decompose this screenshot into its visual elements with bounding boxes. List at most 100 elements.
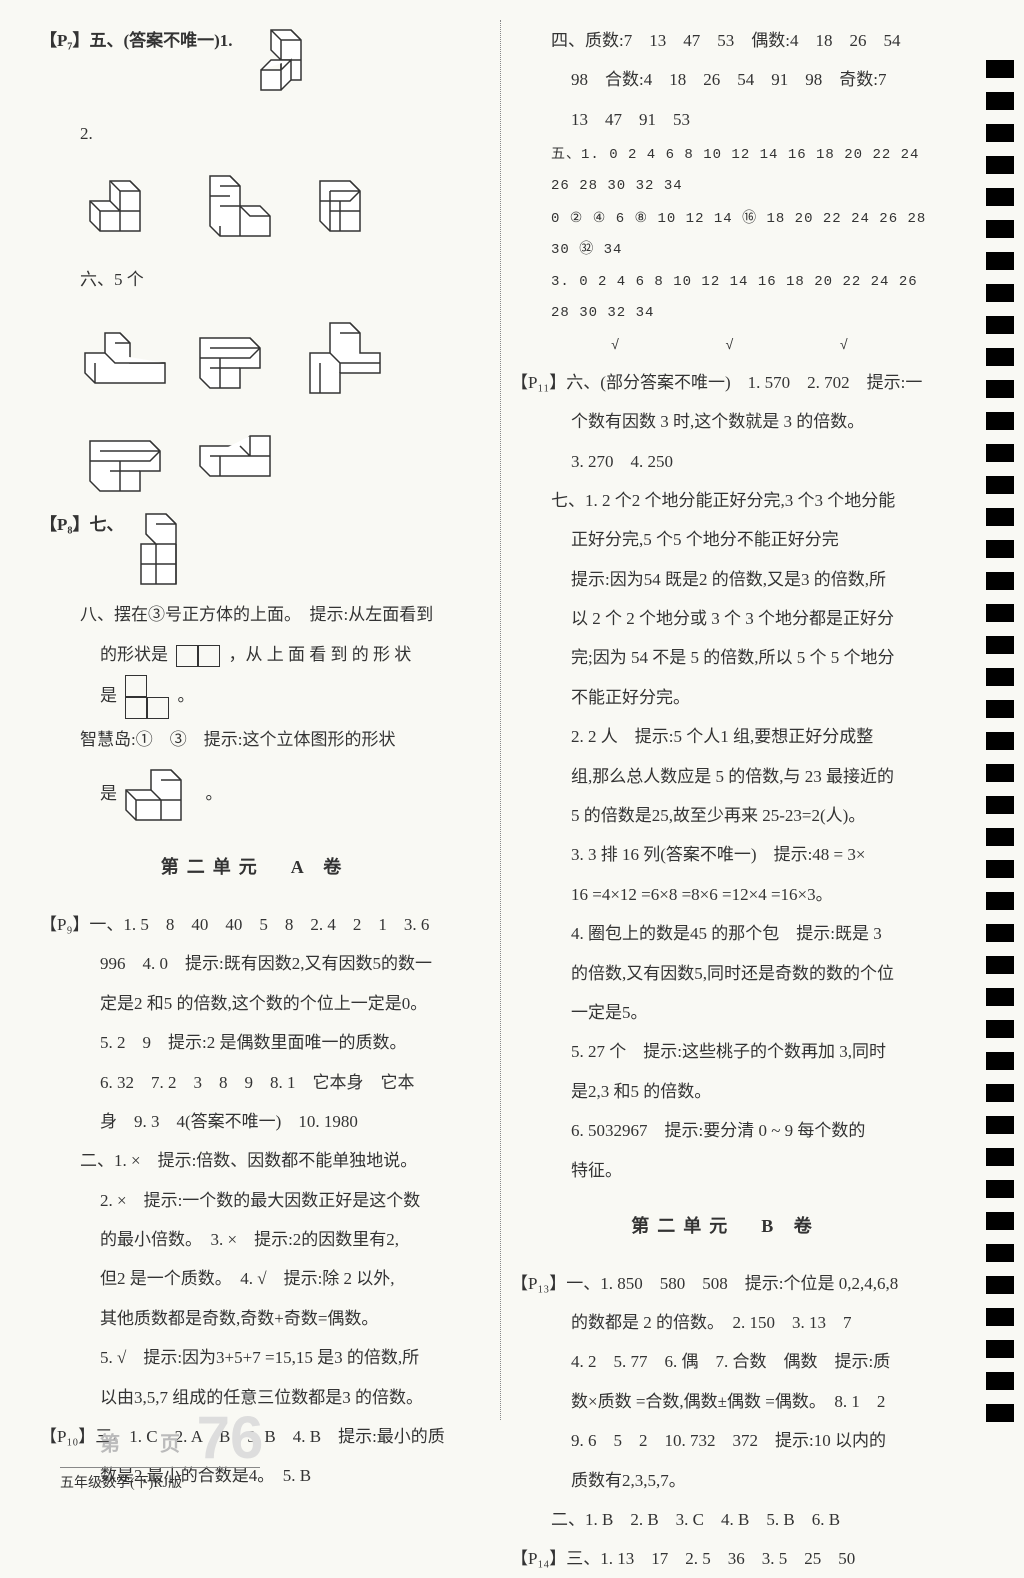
marker-icon: [986, 636, 1014, 654]
text-fragment: 是: [100, 686, 117, 705]
numberline-2: 0 ② ④ 6 ⑧ 10 12 14 ⑯ 18 20 22 24 26 28 3…: [551, 204, 940, 266]
wisdom-line2: 是 。: [40, 760, 470, 830]
cube-figure-icon: [80, 308, 170, 398]
cube-figure-icon: [190, 406, 280, 496]
marker-icon: [986, 284, 1014, 302]
qi-line: 16 =4×12 =6×8 =8×6 =12×4 =16×3。: [511, 876, 940, 913]
qi-line: 特征。: [511, 1152, 940, 1189]
marker-icon: [986, 540, 1014, 558]
marker-icon: [986, 380, 1014, 398]
p14-line: 【P₁₄】三、1. 13 17 2. 5 36 3. 5 25 50: [511, 1540, 940, 1577]
qi-line: 正好分完,5 个5 个地分不能正好分完: [511, 521, 940, 558]
numberline-3: 3. 0 2 4 6 8 10 12 14 16 18 20 22 24 26 …: [551, 267, 940, 329]
eight-text: 八、摆在③号正方体的上面。 提示:从左面看到: [40, 596, 470, 633]
p8-ref: 【P₈】七、: [40, 506, 123, 543]
p13-line: 数×质数 =合数,偶数±偶数 =偶数。 8. 1 2: [511, 1383, 940, 1420]
p9-er-line: 但2 是一个质数。 4. √ 提示:除 2 以外,: [40, 1260, 470, 1297]
qi-line: 是2,3 和5 的倍数。: [511, 1073, 940, 1110]
qi-line: 3. 3 排 16 列(答案不唯一) 提示:48 = 3×: [511, 836, 940, 873]
numberline-3b: √ √ √: [551, 331, 940, 362]
marker-icon: [986, 764, 1014, 782]
page-label-text: 第 页: [100, 1434, 180, 1456]
eight-line3: 是 。: [40, 675, 470, 719]
p9-er-line: 2. × 提示:一个数的最大因数正好是这个数: [40, 1182, 470, 1219]
qi-line: 不能正好分完。: [511, 679, 940, 716]
marker-icon: [986, 860, 1014, 878]
p9-line: 5. 2 9 提示:2 是偶数里面唯一的质数。: [40, 1024, 470, 1061]
qi-line: 4. 圈包上的数是45 的那个包 提示:既是 3: [511, 915, 940, 952]
text-fragment: ，从 上 面 看 到 的 形 状: [229, 645, 412, 664]
cube-row-2: [80, 308, 470, 398]
qi-line: 6. 5032967 提示:要分清 0 ~ 9 每个数的: [511, 1112, 940, 1149]
edge-markers: [986, 60, 1014, 1422]
p9-line: 996 4. 0 提示:既有因数2,又有因数5的数一: [40, 945, 470, 982]
p9-er-line: 其他质数都是奇数,奇数+奇数=偶数。: [40, 1300, 470, 1337]
si-line: 98 合数:4 18 26 54 91 98 奇数:7: [511, 61, 940, 98]
text-fragment: 的形状是: [100, 645, 168, 664]
unit-2b-title: 第二单元 B 卷: [511, 1207, 940, 1247]
cube-figure-icon: [190, 161, 280, 251]
qi-line: 5 的倍数是25,故至少再来 25-23=2(人)。: [511, 797, 940, 834]
cube-figure-icon: [300, 308, 390, 398]
qi-line: 2. 2 人 提示:5 个人1 组,要想正好分成整: [511, 718, 940, 755]
cube-figure-icon: [80, 161, 170, 251]
marker-icon: [986, 828, 1014, 846]
grade-label: 五年级数学(下)RJ版: [60, 1467, 260, 1492]
marker-icon: [986, 700, 1014, 718]
marker-icon: [986, 892, 1014, 910]
marker-icon: [986, 668, 1014, 686]
right-column: 四、质数:7 13 47 53 偶数:4 18 26 54 98 合数:4 18…: [500, 20, 940, 1420]
marker-icon: [986, 188, 1014, 206]
p13-line: 4. 2 5. 77 6. 偶 7. 合数 偶数 提示:质: [511, 1343, 940, 1380]
marker-icon: [986, 92, 1014, 110]
qi-line: 组,那么总人数应是 5 的倍数,与 23 最接近的: [511, 758, 940, 795]
unit-2a-title: 第二单元 A 卷: [40, 848, 470, 888]
page-number-bg: 第 页 76: [100, 1403, 263, 1472]
item-2-label: 2.: [40, 115, 470, 152]
p13-line: 【P₁₃】一、1. 850 580 508 提示:个位是 0,2,4,6,8: [511, 1265, 940, 1302]
qi-line: 的倍数,又有因数5,同时还是奇数的数的个位: [511, 955, 940, 992]
text-fragment: 。: [206, 784, 223, 803]
marker-icon: [986, 796, 1014, 814]
qi-line: 提示:因为54 既是2 的倍数,又是3 的倍数,所: [511, 561, 940, 598]
marker-icon: [986, 220, 1014, 238]
marker-icon: [986, 60, 1014, 78]
left-column: 【P₇】五、(答案不唯一)1. 2. 六、5 个: [40, 20, 480, 1420]
marker-icon: [986, 252, 1014, 270]
marker-icon: [986, 1244, 1014, 1262]
cube-figure-icon: [190, 308, 280, 398]
marker-icon: [986, 956, 1014, 974]
marker-icon: [986, 924, 1014, 942]
marker-icon: [986, 1372, 1014, 1390]
cube-figure-icon: [131, 504, 201, 594]
marker-icon: [986, 316, 1014, 334]
p13-line: 的数都是 2 的倍数。 2. 150 3. 13 7: [511, 1304, 940, 1341]
marker-icon: [986, 124, 1014, 142]
qi-line: 一定是5。: [511, 994, 940, 1031]
text-fragment: 是: [100, 784, 117, 803]
marker-icon: [986, 1052, 1014, 1070]
p9-line: 定是2 和5 的倍数,这个数的个位上一定是0。: [40, 985, 470, 1022]
p9-line: 6. 32 7. 2 3 8 9 8. 1 它本身 它本: [40, 1064, 470, 1101]
p11-line: 3. 270 4. 250: [511, 443, 940, 480]
cube-row-1: [80, 161, 470, 251]
marker-icon: [986, 988, 1014, 1006]
wisdom-label: 智慧岛:① ③ 提示:这个立体图形的形状: [40, 721, 470, 758]
grid-l-icon: [125, 675, 169, 719]
p13-er-line: 二、1. B 2. B 3. C 4. B 5. B 6. B: [511, 1501, 940, 1538]
page-content: 【P₇】五、(答案不唯一)1. 2. 六、5 个: [40, 20, 964, 1420]
marker-icon: [986, 508, 1014, 526]
marker-icon: [986, 572, 1014, 590]
p7-ref: 【P₇】五、(答案不唯一)1.: [40, 22, 233, 59]
marker-icon: [986, 732, 1014, 750]
p9-line: 身 9. 3 4(答案不唯一) 10. 1980: [40, 1103, 470, 1140]
marker-icon: [986, 1308, 1014, 1326]
qi-line: 完;因为 54 不是 5 的倍数,所以 5 个 5 个地分: [511, 639, 940, 676]
p9-line: 【P₉】一、1. 5 8 40 40 5 8 2. 4 2 1 3. 6: [40, 906, 470, 943]
marker-icon: [986, 1148, 1014, 1166]
marker-icon: [986, 1084, 1014, 1102]
p9-er-line: 5. √ 提示:因为3+5+7 =15,15 是3 的倍数,所: [40, 1339, 470, 1376]
p13-line: 质数有2,3,5,7。: [511, 1462, 940, 1499]
p11-line: 【P₁₁】六、(部分答案不唯一) 1. 570 2. 702 提示:一: [511, 364, 940, 401]
six-label: 六、5 个: [80, 261, 144, 298]
